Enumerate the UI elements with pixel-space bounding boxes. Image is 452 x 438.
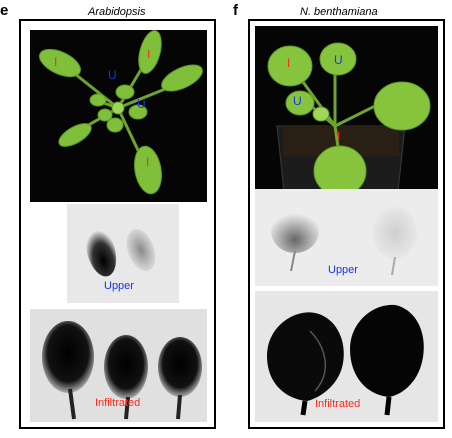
arabidopsis-mark-infiltrated-3: I <box>146 155 150 169</box>
arabidopsis-upper-label: Upper <box>104 280 134 292</box>
panel-f-species-title: N. benthamiana <box>300 6 378 18</box>
benthamiana-upper-leaf-signals <box>271 207 417 276</box>
benthamiana-infiltrated-leaf-signals <box>267 304 424 416</box>
panel-f-plant-photo: I U U I <box>255 26 438 201</box>
panel-f-upper-blot: Upper <box>255 189 438 286</box>
benthamiana-mark-infiltrated-2: I <box>337 129 341 143</box>
panel-f-infiltrated-blot: Infiltrated <box>255 291 438 422</box>
benthamiana-infiltrated-label: Infiltrated <box>315 398 361 410</box>
arabidopsis-infiltrated-leaf-signals <box>42 321 202 420</box>
panel-f-letter: f <box>233 2 238 19</box>
panel-e-frame: I I U U I Upper <box>19 19 216 429</box>
panel-e-species-title: Arabidopsis <box>88 6 146 18</box>
arabidopsis-mark-infiltrated-2: I <box>147 47 151 61</box>
arabidopsis-rosette-illustration <box>39 30 203 195</box>
benthamiana-mark-upper-2: U <box>293 94 302 108</box>
panel-f-frame: I U U I Upper <box>248 19 445 429</box>
arabidopsis-mark-infiltrated-1: I <box>54 55 58 69</box>
benthamiana-upper-label: Upper <box>328 264 358 276</box>
panel-e-plant-photo: I I U U I <box>30 30 207 202</box>
benthamiana-mark-infiltrated-1: I <box>287 56 291 70</box>
panel-e-letter: e <box>0 2 9 19</box>
panel-e-infiltrated-blot: Infiltrated <box>30 309 207 422</box>
arabidopsis-mark-upper-2: U <box>137 97 146 111</box>
benthamiana-mark-upper-1: U <box>334 53 343 67</box>
arabidopsis-infiltrated-label: Infiltrated <box>95 397 141 409</box>
panel-e-upper-blot: Upper <box>67 204 179 303</box>
benthamiana-plant-illustration <box>267 42 431 201</box>
arabidopsis-upper-leaf-signals <box>85 225 156 277</box>
arabidopsis-mark-upper-1: U <box>108 68 117 82</box>
